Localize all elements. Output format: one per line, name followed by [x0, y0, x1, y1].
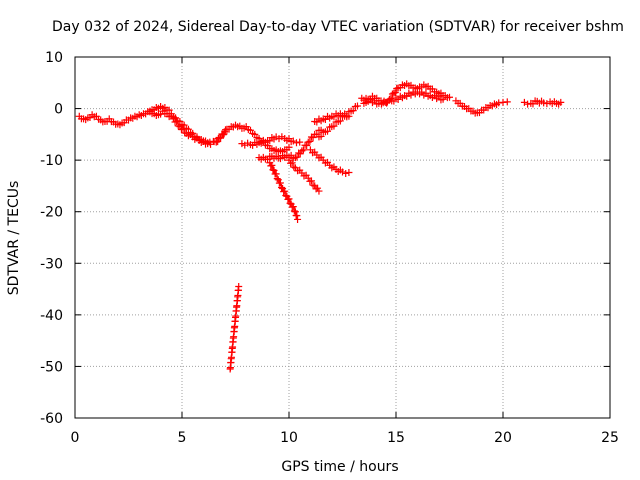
y-tick-label: 0 — [54, 102, 63, 118]
data-point — [174, 122, 182, 130]
data-point — [315, 187, 323, 195]
data-point — [281, 187, 289, 195]
data-point — [177, 125, 185, 133]
x-tick-label: 10 — [280, 430, 298, 446]
data-point — [304, 138, 312, 146]
data-point — [289, 137, 297, 145]
plot-frame — [74, 56, 611, 419]
data-point — [439, 95, 447, 103]
x-tick-label: 25 — [601, 430, 619, 446]
data-point — [221, 128, 229, 136]
data-point — [306, 137, 314, 145]
data-point — [173, 118, 181, 126]
y-tick-label: -50 — [40, 359, 63, 375]
data-point — [298, 147, 306, 155]
data-point — [345, 112, 353, 120]
data-point — [336, 117, 344, 125]
data-point — [165, 106, 173, 114]
data-point — [272, 170, 280, 178]
y-axis-label: SDTVAR / TECUs — [6, 181, 22, 296]
x-tick-label: 20 — [494, 430, 512, 446]
data-point — [324, 127, 332, 135]
y-ticks: 10 0 -10 -20 -30 -40 -50 -60 — [40, 50, 610, 427]
data-point — [540, 99, 548, 107]
data-point — [391, 89, 399, 97]
x-tick-label: 0 — [71, 430, 80, 446]
data-point — [339, 168, 346, 176]
data-point — [353, 102, 361, 110]
data-point — [291, 208, 299, 216]
data-point — [290, 163, 298, 171]
data-point — [235, 282, 243, 290]
data-point — [286, 199, 294, 207]
y-tick-label: -30 — [40, 256, 63, 272]
data-point — [294, 215, 302, 223]
data-point — [288, 159, 296, 167]
data-point — [276, 179, 284, 187]
data-point — [345, 169, 353, 177]
data-point — [282, 192, 290, 200]
data-point — [303, 141, 311, 149]
grid — [75, 57, 610, 418]
data-point — [293, 212, 301, 220]
data-point — [285, 195, 293, 203]
y-tick-label: -20 — [40, 205, 63, 221]
y-tick-label: -40 — [40, 308, 63, 324]
data-point — [292, 139, 300, 147]
x-tick-label: 5 — [178, 430, 187, 446]
axes — [74, 56, 611, 419]
data-point — [269, 166, 277, 174]
data-point — [557, 98, 565, 106]
data-point — [293, 153, 301, 161]
data-point — [520, 98, 528, 106]
data-point — [285, 143, 293, 151]
x-axis-label: GPS time / hours — [281, 459, 398, 475]
x-tick-label: 15 — [387, 430, 405, 446]
y-tick-label: 10 — [45, 50, 63, 66]
data-point — [296, 138, 304, 146]
data-point — [342, 169, 350, 177]
data-point — [278, 184, 286, 192]
x-ticks: 0 5 10 15 20 25 — [71, 57, 619, 446]
y-tick-label: -60 — [40, 411, 63, 427]
data-point — [290, 207, 298, 215]
data-point — [299, 146, 307, 154]
data-point — [349, 107, 357, 115]
data-point — [273, 175, 281, 183]
data-point — [307, 177, 315, 185]
data-point — [289, 203, 297, 211]
data-point — [268, 161, 276, 169]
y-tick-label: -10 — [40, 153, 63, 169]
data-point — [179, 125, 187, 133]
data-point — [317, 132, 325, 140]
chart-title: Day 032 of 2024, Sidereal Day-to-day VTE… — [52, 19, 624, 35]
data-point — [309, 181, 317, 189]
data-points — [75, 80, 565, 373]
data-point — [446, 93, 453, 101]
data-point — [503, 98, 511, 106]
data-point — [330, 122, 338, 130]
data-point — [309, 133, 317, 141]
